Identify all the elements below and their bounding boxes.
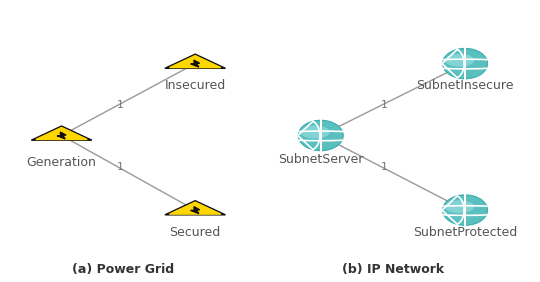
- Text: 1: 1: [117, 162, 124, 172]
- Polygon shape: [36, 127, 87, 140]
- Polygon shape: [191, 60, 200, 67]
- Polygon shape: [170, 202, 221, 214]
- Polygon shape: [165, 54, 225, 68]
- Text: SubnetProtected: SubnetProtected: [413, 226, 517, 239]
- Text: Generation: Generation: [26, 156, 97, 169]
- Text: SubnetInsecure: SubnetInsecure: [416, 80, 514, 92]
- Ellipse shape: [298, 120, 343, 151]
- Polygon shape: [165, 201, 225, 215]
- Text: Secured: Secured: [170, 226, 221, 239]
- Text: 1: 1: [381, 100, 388, 110]
- Ellipse shape: [445, 200, 474, 213]
- Text: (a) Power Grid: (a) Power Grid: [72, 263, 174, 276]
- Text: (b) IP Network: (b) IP Network: [342, 263, 444, 276]
- Polygon shape: [57, 132, 66, 139]
- Polygon shape: [191, 207, 200, 213]
- Text: 1: 1: [117, 100, 124, 110]
- Text: Insecured: Insecured: [165, 80, 226, 92]
- Text: SubnetServer: SubnetServer: [278, 153, 363, 166]
- Ellipse shape: [301, 126, 330, 138]
- Text: 1: 1: [381, 162, 388, 172]
- Ellipse shape: [443, 49, 488, 79]
- Ellipse shape: [443, 195, 488, 225]
- Polygon shape: [170, 56, 221, 68]
- Polygon shape: [31, 126, 92, 140]
- Ellipse shape: [445, 54, 474, 67]
